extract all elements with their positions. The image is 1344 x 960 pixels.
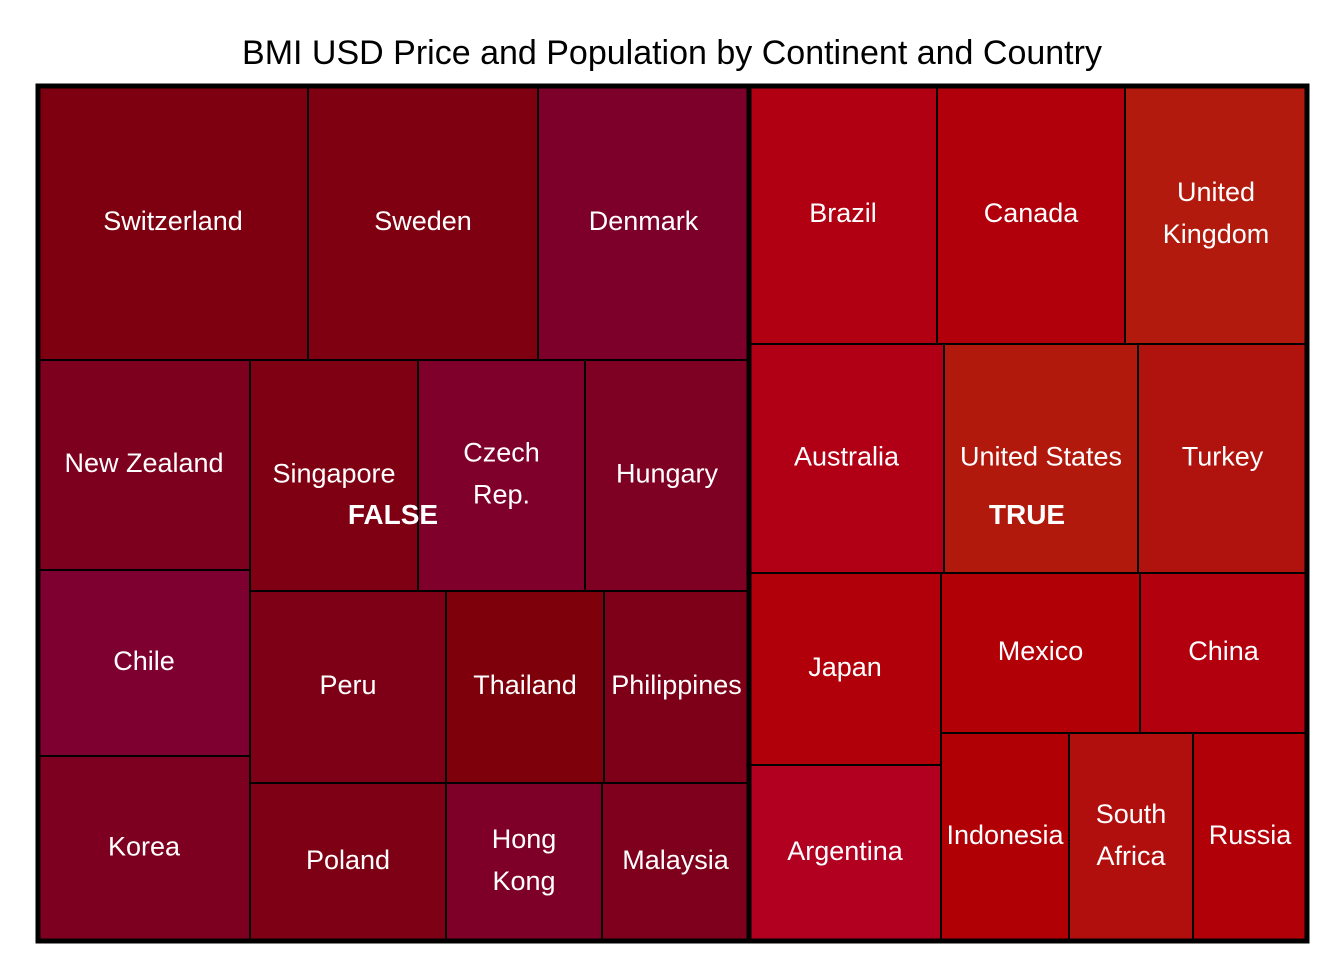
cell-switzerland [37, 85, 309, 361]
cell-label-line: Mexico [998, 636, 1084, 666]
cell-label-malaysia: Malaysia [622, 845, 730, 875]
cell-new-zealand [37, 359, 251, 571]
cell-label-canada: Canada [984, 198, 1080, 228]
cell-label-line: Denmark [589, 206, 699, 236]
cell-czech-rep [417, 359, 586, 592]
cell-china [1139, 572, 1308, 734]
cell-label-argentina: Argentina [787, 836, 904, 866]
cell-united-kingdom [1124, 85, 1308, 345]
cell-label-line: Russia [1209, 820, 1293, 850]
cell-sweden [307, 85, 539, 361]
cell-label-line: Rep. [473, 480, 530, 510]
cell-label-line: Japan [808, 652, 882, 682]
cell-label-line: Philippines [611, 670, 742, 700]
cell-label-line: Turkey [1182, 442, 1264, 472]
cell-chile [37, 569, 251, 757]
cell-label-line: Peru [319, 670, 376, 700]
cell-label-line: South [1096, 799, 1167, 829]
cell-label-line: Sweden [374, 206, 472, 236]
cell-label-brazil: Brazil [809, 198, 877, 228]
cell-label-switzerland: Switzerland [103, 206, 243, 236]
cell-label-peru: Peru [319, 670, 376, 700]
cell-hong-kong [445, 782, 603, 942]
cell-label-poland: Poland [306, 845, 390, 875]
cell-australia [748, 343, 945, 574]
cell-label-line: Brazil [809, 198, 877, 228]
cell-turkey [1137, 343, 1308, 574]
cell-korea [37, 755, 251, 942]
cell-label-line: Singapore [272, 459, 395, 489]
group-border-true [746, 83, 1310, 944]
cell-label-sweden: Sweden [374, 206, 472, 236]
cell-label-line: Czech [463, 438, 540, 468]
group-label-true: TRUE [989, 499, 1065, 530]
cell-label-turkey: Turkey [1182, 442, 1264, 472]
cell-label-line: Canada [984, 198, 1080, 228]
cell-label-line: Kong [492, 866, 555, 896]
cell-united-states [943, 343, 1139, 574]
cell-label-united-kingdom: United Kingdom [1163, 177, 1270, 249]
cell-label-line: Switzerland [103, 206, 243, 236]
chart-title: BMI USD Price and Population by Continen… [242, 34, 1102, 72]
cell-philippines [603, 590, 750, 784]
cell-label-line: United States [960, 442, 1122, 472]
cell-label-singapore: Singapore [272, 459, 395, 489]
cell-label-line: China [1188, 636, 1260, 666]
cell-label-line: Thailand [473, 670, 577, 700]
cell-label-japan: Japan [808, 652, 882, 682]
cell-thailand [445, 590, 605, 784]
cell-label-line: Chile [113, 646, 175, 676]
cell-label-line: Kingdom [1163, 219, 1270, 249]
cell-poland [249, 782, 447, 942]
cell-label-line: Korea [108, 832, 181, 862]
cell-label-line: United [1177, 177, 1255, 207]
cell-label-line: Argentina [787, 836, 904, 866]
cell-label-hong-kong: Hong Kong [492, 824, 557, 896]
cell-label-line: Australia [794, 442, 900, 472]
cell-label-line: Indonesia [946, 820, 1064, 850]
cell-label-thailand: Thailand [473, 670, 577, 700]
cell-label-line: Malaysia [622, 845, 730, 875]
cell-hungary [584, 359, 750, 592]
cell-label-czech-rep: Czech Rep. [463, 438, 540, 510]
cell-brazil [748, 85, 938, 345]
cell-label-philippines: Philippines [611, 670, 742, 700]
cell-label-korea: Korea [108, 832, 181, 862]
group-label-false: FALSE [348, 499, 438, 530]
cell-label-china: China [1188, 636, 1260, 666]
cell-label-new-zealand: New Zealand [64, 448, 223, 478]
cell-label-denmark: Denmark [589, 206, 699, 236]
cell-label-russia: Russia [1209, 820, 1293, 850]
cell-indonesia [940, 732, 1070, 942]
cell-label-mexico: Mexico [998, 636, 1084, 666]
cell-south-africa [1068, 732, 1194, 942]
cell-label-indonesia: Indonesia [946, 820, 1064, 850]
cell-label-south-africa: South Africa [1096, 799, 1167, 871]
cell-japan [748, 572, 942, 766]
cell-label-united-states: United States [960, 442, 1122, 472]
cell-label-line: Hungary [616, 459, 719, 489]
cell-label-line: Poland [306, 845, 390, 875]
cell-label-line: New Zealand [64, 448, 223, 478]
treemap-cells: Switzerland Sweden Denmark New Zealand Chile… [37, 85, 1308, 942]
cell-label-chile: Chile [113, 646, 175, 676]
cell-label-line: Africa [1096, 841, 1166, 871]
cell-label-line: Hong [492, 824, 557, 854]
cell-label-australia: Australia [794, 442, 900, 472]
treemap-groups: FALSE TRUE [35, 83, 1310, 944]
cell-label-hungary: Hungary [616, 459, 719, 489]
cell-russia [1192, 732, 1308, 942]
